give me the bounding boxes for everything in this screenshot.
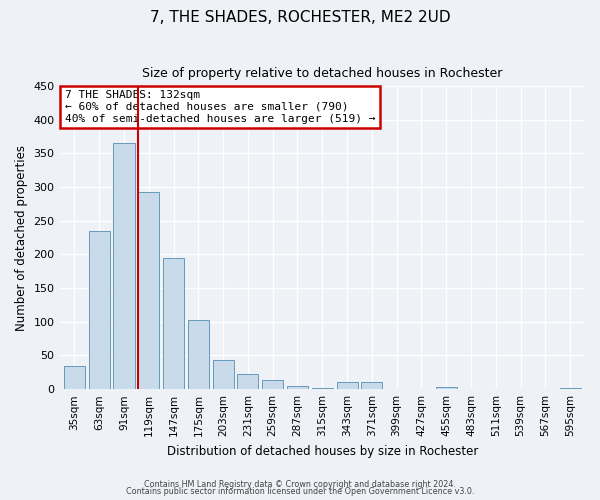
Bar [138, 192, 160, 389]
Bar [312, 388, 333, 389]
Bar [238, 374, 259, 389]
Bar [436, 387, 457, 389]
Bar [212, 360, 233, 389]
Bar [113, 143, 134, 389]
Text: Contains public sector information licensed under the Open Government Licence v3: Contains public sector information licen… [126, 488, 474, 496]
Text: Contains HM Land Registry data © Crown copyright and database right 2024.: Contains HM Land Registry data © Crown c… [144, 480, 456, 489]
Bar [361, 382, 382, 389]
Bar [560, 388, 581, 389]
Y-axis label: Number of detached properties: Number of detached properties [15, 144, 28, 330]
Bar [188, 320, 209, 389]
Title: Size of property relative to detached houses in Rochester: Size of property relative to detached ho… [142, 68, 502, 80]
Text: 7, THE SHADES, ROCHESTER, ME2 2UD: 7, THE SHADES, ROCHESTER, ME2 2UD [149, 10, 451, 25]
Bar [163, 258, 184, 389]
X-axis label: Distribution of detached houses by size in Rochester: Distribution of detached houses by size … [167, 444, 478, 458]
Bar [64, 366, 85, 389]
Bar [262, 380, 283, 389]
Bar [89, 231, 110, 389]
Text: 7 THE SHADES: 132sqm
← 60% of detached houses are smaller (790)
40% of semi-deta: 7 THE SHADES: 132sqm ← 60% of detached h… [65, 90, 375, 124]
Bar [337, 382, 358, 389]
Bar [287, 386, 308, 389]
